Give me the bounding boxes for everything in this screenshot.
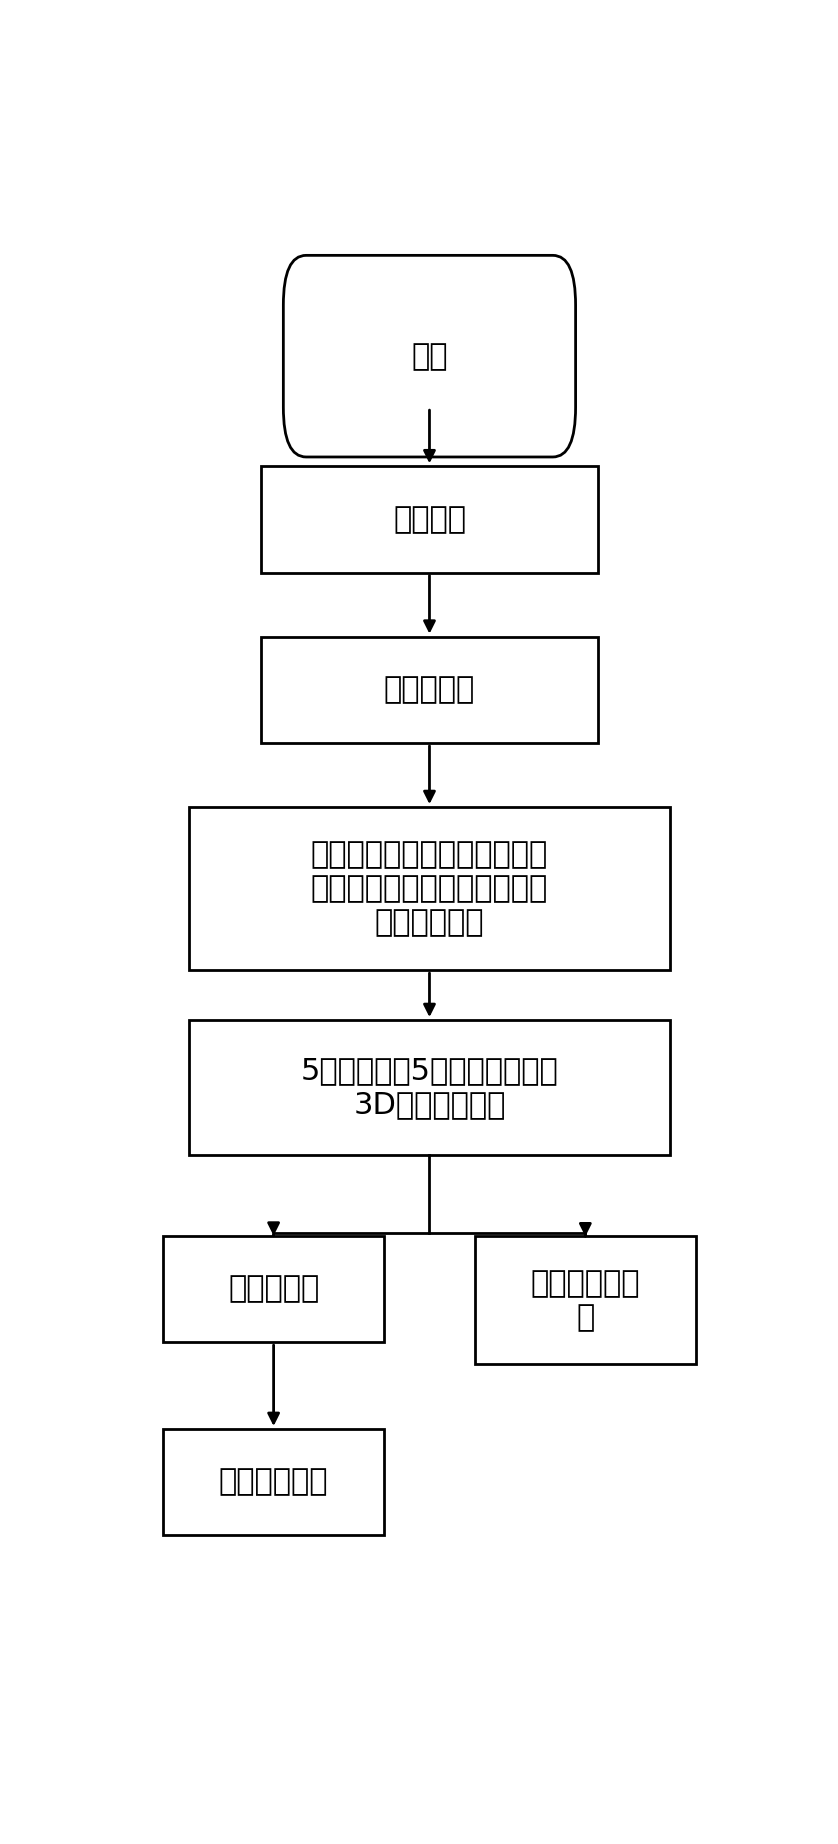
Bar (261, 467, 598, 573)
Bar (261, 636, 598, 743)
Bar (189, 1020, 670, 1154)
Bar (189, 808, 670, 970)
Bar (475, 1237, 696, 1365)
Text: 视频: 视频 (411, 341, 447, 371)
Text: 把同时包含有标签的源域和没
有标签的目标域的数据划分训
练集和测试集: 把同时包含有标签的源域和没 有标签的目标域的数据划分训 练集和测试集 (311, 841, 548, 937)
Bar (163, 1429, 384, 1536)
Text: 梯度反转层: 梯度反转层 (228, 1274, 319, 1304)
Text: 图像序列: 图像序列 (393, 505, 466, 535)
FancyBboxPatch shape (283, 254, 576, 457)
Text: 5层卷积层和5层池化层构成的
3D卷积神经网络: 5层卷积层和5层池化层构成的 3D卷积神经网络 (301, 1057, 558, 1119)
Text: 标签的二分类
器: 标签的二分类 器 (530, 1269, 640, 1331)
Bar (163, 1235, 384, 1342)
Text: 数据预处理: 数据预处理 (384, 675, 475, 704)
Text: 域的二分类器: 域的二分类器 (219, 1468, 328, 1497)
